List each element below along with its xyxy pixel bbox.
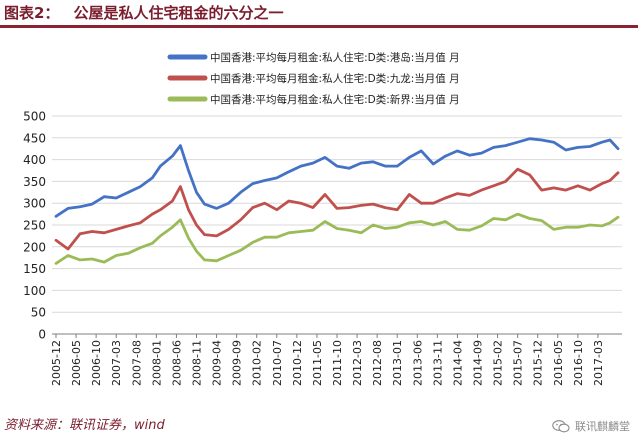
x-tick-label: 2007-03 (110, 340, 123, 386)
y-tick-label: 200 (23, 240, 46, 254)
x-tick-label: 2006-10 (90, 340, 103, 386)
figure-label: 图表2： (4, 4, 60, 22)
y-tick-label: 250 (23, 219, 46, 233)
series-line-2 (54, 167, 620, 251)
y-tick-label: 500 (23, 110, 46, 124)
x-tick-label: 2006-05 (70, 340, 83, 386)
x-tick-label: 2016-10 (572, 340, 585, 386)
wechat-icon (552, 419, 570, 432)
y-tick-label: 450 (23, 131, 46, 145)
x-tick-label: 2008-06 (170, 340, 183, 386)
x-tick-label: 2010-12 (291, 340, 304, 386)
y-tick-label: 0 (38, 328, 46, 342)
x-tick-label: 2014-04 (451, 340, 464, 386)
source-note: 资料来源：联讯证券，wind (4, 418, 165, 433)
x-tick-label: 2013-01 (391, 340, 404, 386)
x-tick-label: 2010-07 (271, 340, 284, 386)
figure-title: 图表2： 公屋是私人住宅租金的六分之一 (4, 2, 283, 23)
x-axis: 2005-12 2006-05 2006-10 2007-03 2007-08 2008-… (50, 333, 622, 386)
x-tick-label: 2008-11 (191, 340, 204, 386)
x-tick-label: 2005-12 (50, 340, 63, 386)
x-tick-label: 2014-09 (472, 340, 485, 386)
chart-series (54, 137, 620, 265)
x-tick-label: 2013-06 (411, 340, 424, 386)
y-tick-label: 100 (23, 284, 46, 298)
x-tick-label: 2011-10 (331, 340, 344, 386)
x-tick-label: 2015-12 (532, 340, 545, 386)
y-axis: 0 50 100 150 200 250 300 350 400 450 500 (23, 110, 46, 342)
rent-line-chart: 中国香港:平均每月租金:私人住宅:D类:港岛:当月值 月中国香港:平均每月租金:… (23, 51, 622, 386)
legend-label: 中国香港:平均每月租金:私人住宅:D类:九龙:当月值 月 (210, 72, 460, 85)
chart-legend: 中国香港:平均每月租金:私人住宅:D类:港岛:当月值 月中国香港:平均每月租金:… (167, 51, 460, 106)
figure-title-text: 公屋是私人住宅租金的六分之一 (73, 4, 284, 22)
series-line-1 (54, 137, 620, 218)
y-tick-label: 150 (23, 262, 46, 276)
y-tick-label: 300 (23, 197, 46, 211)
watermark: 联讯麒麟堂 (552, 418, 630, 434)
x-tick-label: 2015-02 (492, 340, 505, 386)
legend-item: 中国香港:平均每月租金:私人住宅:D类:新界:当月值 月 (167, 93, 460, 106)
y-tick-label: 350 (23, 175, 46, 189)
legend-label: 中国香港:平均每月租金:私人住宅:D类:港岛:当月值 月 (210, 51, 460, 64)
x-tick-label: 2015-07 (512, 340, 525, 386)
legend-label: 中国香港:平均每月租金:私人住宅:D类:新界:当月值 月 (210, 93, 460, 106)
x-tick-label: 2013-11 (431, 340, 444, 386)
x-tick-label: 2009-09 (231, 340, 244, 386)
x-tick-label: 2009-04 (211, 340, 224, 386)
x-tick-label: 2011-05 (311, 340, 324, 386)
y-tick-label: 400 (23, 153, 46, 167)
x-tick-label: 2012-08 (371, 340, 384, 386)
y-tick-label: 50 (31, 306, 46, 320)
chart-gridlines (52, 115, 622, 313)
series-line-3 (54, 212, 620, 265)
watermark-text: 联讯麒麟堂 (575, 420, 630, 433)
title-divider (0, 25, 638, 28)
x-tick-label: 2016-05 (552, 340, 565, 386)
x-tick-label: 2010-02 (251, 340, 264, 386)
x-tick-label: 2007-08 (130, 340, 143, 386)
x-tick-label: 2017-03 (592, 340, 605, 386)
legend-item: 中国香港:平均每月租金:私人住宅:D类:港岛:当月值 月 (167, 51, 460, 64)
legend-item: 中国香港:平均每月租金:私人住宅:D类:九龙:当月值 月 (167, 72, 460, 85)
x-tick-label: 2012-03 (351, 340, 364, 386)
x-tick-label: 2008-01 (150, 340, 163, 386)
